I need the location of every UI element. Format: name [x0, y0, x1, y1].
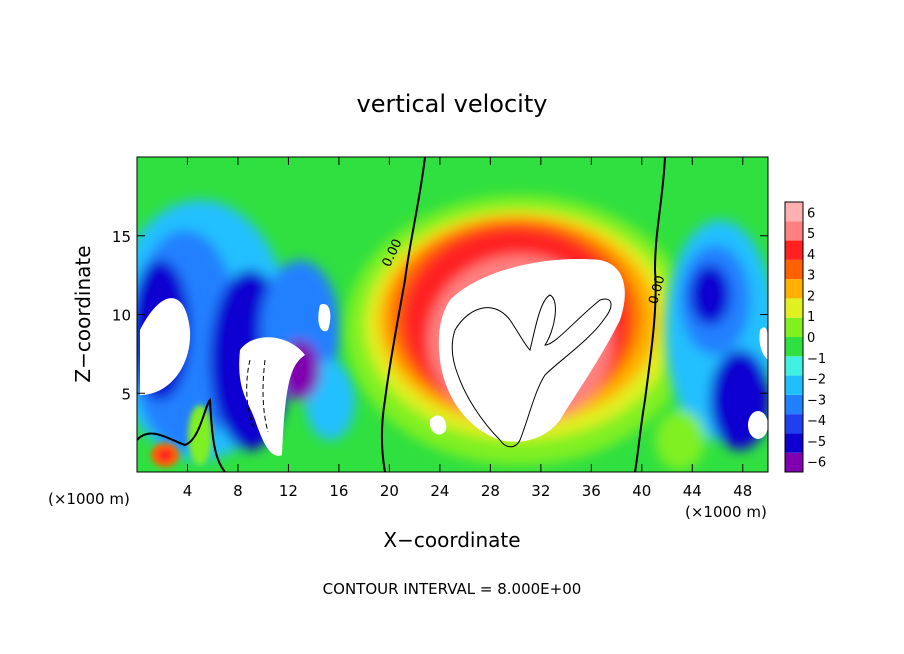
inner-contour [451, 294, 612, 448]
x-tick-label: 32 [531, 482, 550, 500]
x-axis-label: X−coordinate [383, 528, 520, 552]
colorbar-swatch [785, 394, 803, 415]
footer-text: CONTOUR INTERVAL = 8.000E+00 [323, 580, 582, 598]
colorbar-swatch [785, 452, 803, 472]
colorbar-swatch [785, 259, 803, 280]
colorbar-swatch [785, 202, 803, 222]
dashed-contour [246, 359, 269, 433]
x-tick-label: 16 [329, 482, 348, 500]
zero-contour-left [380, 157, 426, 472]
x-tick-label: 4 [183, 482, 193, 500]
colorbar-label: −2 [807, 373, 826, 388]
x-tick-label: 12 [279, 482, 298, 500]
y-tick-label: 10 [112, 307, 131, 325]
colorbar-label: −6 [807, 456, 826, 471]
colorbar-swatch [785, 317, 803, 337]
colorbar-label: 4 [807, 248, 815, 263]
y-tick-label: 5 [121, 385, 131, 403]
zero-contour-right [634, 157, 666, 472]
x-tick-label: 40 [632, 482, 651, 500]
contour-label: 0.00 [646, 274, 668, 306]
x-tick-label: 8 [233, 482, 243, 500]
colorbar-label: 6 [807, 206, 815, 221]
colorbar-swatch [785, 414, 803, 434]
x-unit-left: (×1000 m) [48, 490, 130, 508]
x-tick-label: 36 [582, 482, 601, 500]
colorbar-swatch [785, 375, 803, 395]
colorbar-swatch [785, 279, 803, 299]
colorbar-swatch [785, 240, 803, 260]
updraft-core-white [438, 259, 625, 442]
x-unit-right: (×1000 m) [685, 503, 767, 521]
zero-contour-low [137, 397, 226, 472]
x-tick-label: 28 [481, 482, 500, 500]
colorbar-label: −1 [807, 352, 826, 367]
x-tick-label: 24 [430, 482, 449, 500]
updraft-core-white-2 [429, 415, 447, 435]
colorbar-label: 0 [807, 331, 815, 346]
left-core-white-3 [318, 304, 331, 332]
low-blobs [151, 405, 212, 467]
y-axis: 5 10 15 [112, 228, 768, 403]
right-core-white-2 [748, 411, 768, 439]
right-downdraft [655, 220, 768, 470]
right-core-white [759, 327, 768, 360]
chart-title: vertical velocity [357, 90, 548, 118]
colorbar: −6 −5 −4 −3 −2 −1 0 1 2 3 4 5 6 [784, 201, 826, 473]
x-axis: 4 8 12 16 20 24 28 32 36 40 44 48 [183, 157, 752, 500]
colorbar-frame [784, 201, 804, 473]
left-core-white [140, 298, 191, 395]
x-tick-label: 48 [733, 482, 752, 500]
colorbar-label: 1 [807, 310, 815, 325]
left-core-white-2 [239, 337, 305, 456]
colorbar-swatch [785, 337, 803, 357]
colorbar-label: −5 [807, 435, 826, 450]
colorbar-swatch [785, 298, 803, 318]
colorbar-label: −3 [807, 393, 826, 408]
colorbar-swatch [785, 356, 803, 376]
colorbar-swatch [785, 221, 803, 241]
colorbar-label: 2 [807, 289, 815, 304]
heatmap-field [137, 157, 768, 472]
colorbar-label: −4 [807, 414, 826, 429]
x-tick-label: 20 [380, 482, 399, 500]
colorbar-swatch [785, 433, 803, 453]
colorbar-label: 5 [807, 227, 815, 242]
x-tick-label: 44 [683, 482, 702, 500]
y-axis-label: Z−coordinate [71, 245, 95, 382]
y-tick-label: 15 [112, 228, 131, 246]
colorbar-label: 3 [807, 269, 815, 284]
